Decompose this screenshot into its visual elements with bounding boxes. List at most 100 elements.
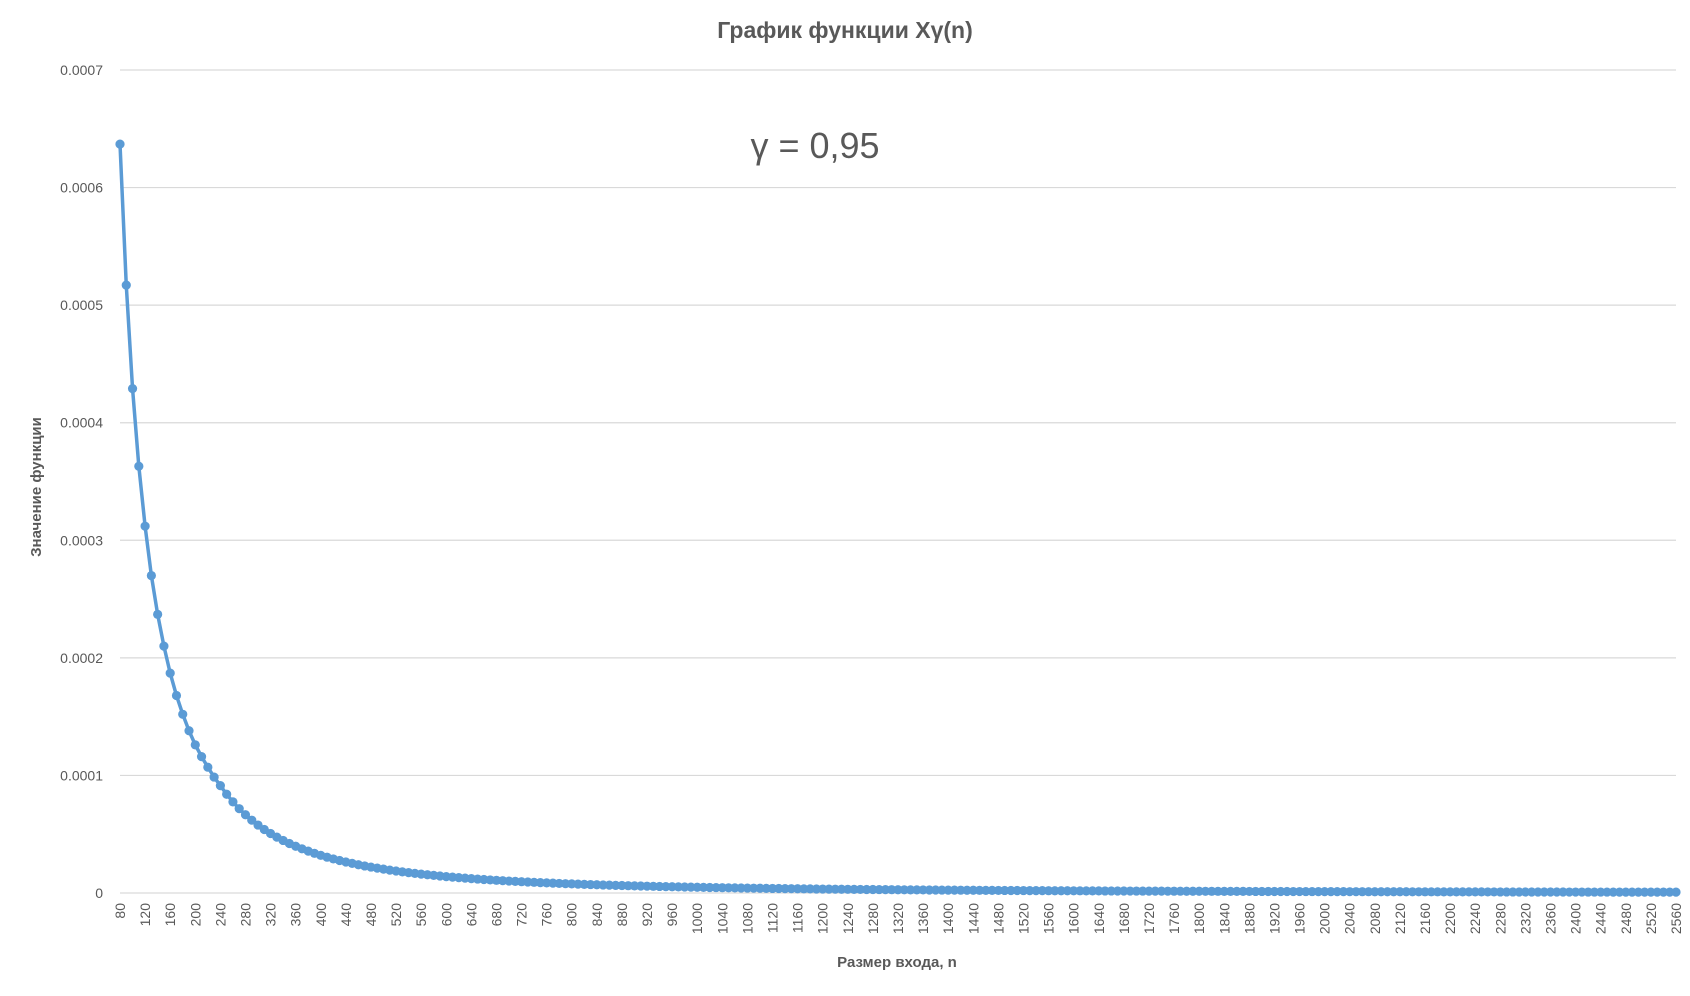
x-tick-label: 1080 [739, 903, 755, 934]
grid-lines [120, 69, 1676, 894]
data-point [115, 139, 125, 149]
x-tick-label: 560 [413, 903, 429, 927]
x-tick-label: 1560 [1041, 903, 1057, 934]
y-tick-label: 0.0006 [60, 180, 103, 196]
x-tick-label: 1040 [714, 903, 730, 934]
x-tick-label: 600 [438, 903, 454, 927]
x-tick-label: 2440 [1593, 903, 1609, 934]
y-tick-label: 0.0002 [60, 650, 103, 666]
y-tick-label: 0.0005 [60, 297, 103, 313]
x-tick-label: 440 [338, 903, 354, 927]
x-tick-label: 120 [137, 903, 153, 927]
x-tick-label: 2200 [1442, 903, 1458, 934]
y-tick-label: 0.0004 [60, 415, 103, 431]
x-tick-label: 1240 [840, 903, 856, 934]
data-point [222, 789, 232, 799]
x-tick-label: 1960 [1292, 903, 1308, 934]
x-tick-label: 2160 [1417, 903, 1433, 934]
x-tick-label: 160 [162, 903, 178, 927]
data-point [203, 762, 213, 772]
x-tick-label: 1920 [1266, 903, 1282, 934]
x-tick-label: 2520 [1643, 903, 1659, 934]
x-tick-label: 2360 [1543, 903, 1559, 934]
x-tick-label: 80 [112, 903, 128, 919]
x-tick-label: 1440 [965, 903, 981, 934]
x-tick-label: 1400 [940, 903, 956, 934]
x-tick-label: 800 [564, 903, 580, 927]
x-tick-label: 520 [388, 903, 404, 927]
y-tick-label: 0.0007 [60, 62, 103, 78]
x-tick-label: 240 [212, 903, 228, 927]
x-tick-label: 1160 [790, 903, 806, 933]
data-point [196, 752, 207, 762]
x-tick-label: 1760 [1166, 903, 1182, 934]
x-tick-label: 880 [614, 903, 630, 927]
data-point [146, 570, 156, 581]
x-axis-title: Размер входа, n [837, 954, 957, 971]
x-axis-ticks: 80 120 160 200 240 280 320 360 400 440 480 520 560 60… [112, 903, 1684, 934]
data-point [240, 810, 251, 820]
x-tick-label: 1320 [890, 903, 906, 934]
data-point [215, 781, 225, 791]
series-line [118, 142, 1678, 894]
data-point [165, 668, 175, 678]
data-point [127, 384, 138, 394]
y-tick-label: 0.0003 [60, 532, 103, 548]
x-tick-label: 2280 [1492, 903, 1508, 934]
data-point [178, 709, 188, 719]
x-tick-label: 760 [539, 903, 555, 927]
data-point [134, 461, 144, 471]
x-tick-label: 1480 [990, 903, 1006, 934]
x-tick-label: 2480 [1618, 903, 1634, 934]
x-tick-label: 640 [463, 903, 479, 927]
x-tick-label: 920 [639, 903, 655, 927]
data-point [234, 804, 244, 814]
x-tick-label: 1120 [765, 903, 781, 933]
x-tick-label: 1880 [1241, 903, 1257, 934]
data-series [115, 139, 1681, 897]
x-tick-label: 720 [514, 903, 530, 927]
y-axis-title: Значение функции [28, 417, 45, 557]
x-tick-label: 200 [187, 903, 203, 927]
x-tick-label: 400 [313, 903, 329, 927]
x-tick-label: 2000 [1317, 903, 1333, 934]
x-tick-label: 360 [288, 903, 304, 927]
x-tick-label: 1640 [1091, 903, 1107, 934]
x-tick-label: 840 [589, 903, 605, 927]
data-point [171, 690, 182, 701]
x-tick-label: 2040 [1342, 903, 1358, 934]
x-tick-label: 960 [664, 903, 680, 927]
x-tick-label: 280 [237, 903, 253, 927]
y-axis-ticks: 0 0.0001 0.0002 0.0003 0.0004 0.0005 0.0006 0.0… [60, 62, 103, 901]
x-tick-label: 2120 [1392, 903, 1408, 934]
x-tick-label: 2560 [1668, 903, 1684, 934]
y-tick-label: 0.0001 [60, 767, 103, 783]
x-tick-label: 1520 [1015, 903, 1031, 934]
x-tick-label: 320 [263, 903, 279, 927]
chart-annotation: γ = 0,95 [750, 125, 879, 166]
data-point [209, 772, 219, 782]
data-point [153, 609, 163, 619]
x-tick-label: 2400 [1568, 903, 1584, 934]
data-point [140, 521, 150, 531]
x-tick-label: 1280 [865, 903, 881, 934]
data-point [184, 726, 194, 736]
data-point [121, 280, 131, 290]
x-tick-label: 680 [488, 903, 504, 927]
x-tick-label: 1360 [915, 903, 931, 934]
data-point [247, 815, 257, 825]
x-tick-label: 1840 [1216, 903, 1232, 934]
data-point [190, 740, 200, 750]
x-tick-label: 2320 [1517, 903, 1533, 934]
x-tick-label: 1600 [1066, 903, 1082, 934]
y-tick-label: 0 [95, 885, 103, 901]
x-tick-label: 1680 [1116, 903, 1132, 934]
data-point [159, 641, 169, 651]
chart-title: График функции Xγ(n) [717, 17, 973, 43]
x-tick-label: 1200 [815, 903, 831, 934]
x-tick-label: 2080 [1367, 903, 1383, 934]
data-point [1671, 887, 1681, 897]
x-tick-label: 1800 [1191, 903, 1207, 934]
